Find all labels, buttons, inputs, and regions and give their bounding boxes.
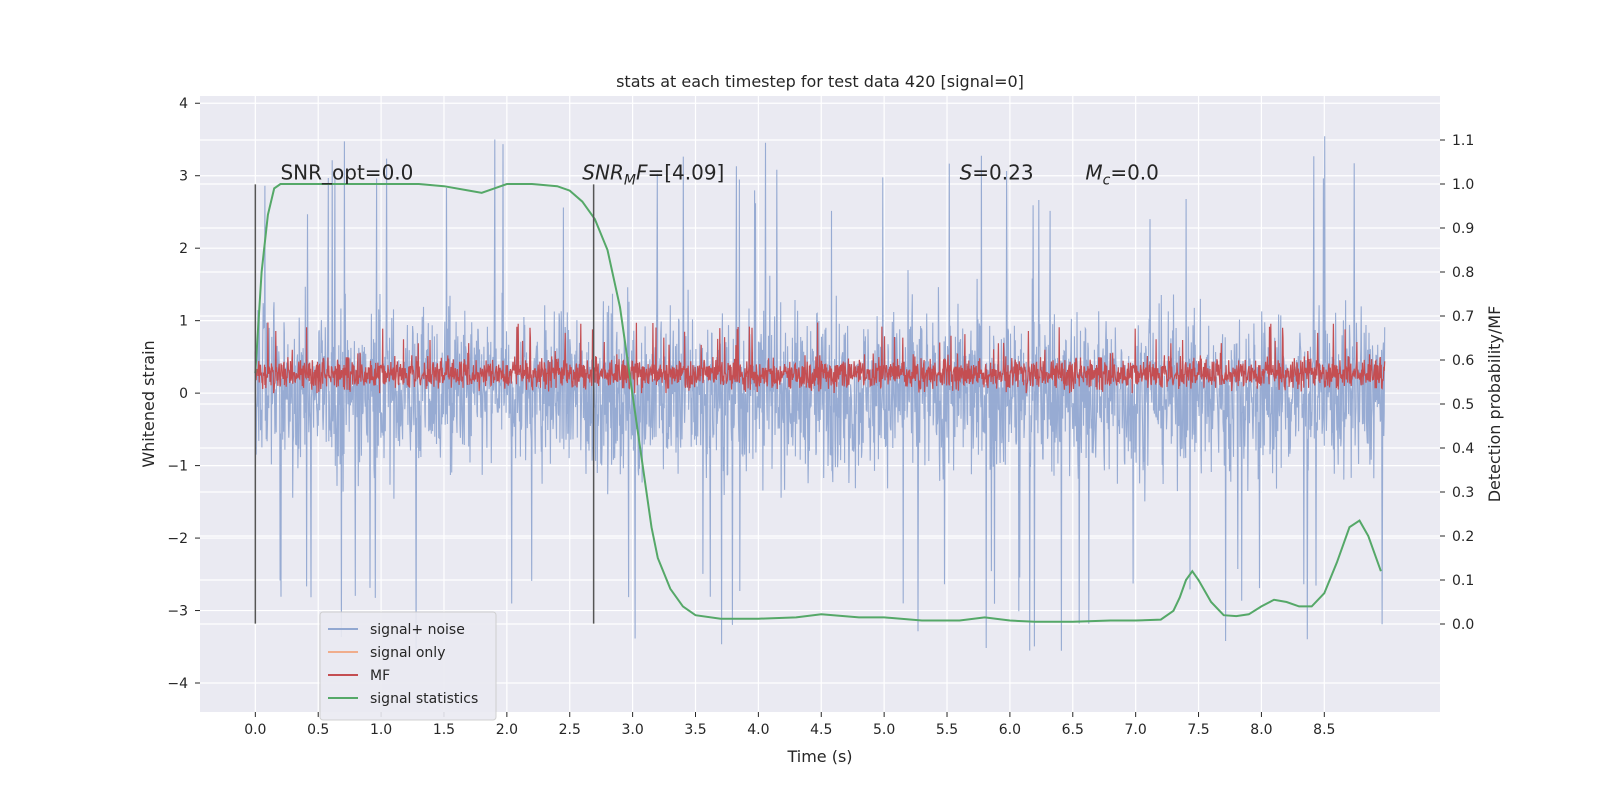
series-layer xyxy=(254,136,1386,651)
chart-title: stats at each timestep for test data 420… xyxy=(616,72,1024,91)
y-right-tick-label: 1.1 xyxy=(1452,133,1474,149)
x-tick-label: 8.0 xyxy=(1250,722,1272,738)
x-tick-label: 4.5 xyxy=(810,722,832,738)
y-right-tick-label: 0.1 xyxy=(1452,573,1474,589)
vertical-lines xyxy=(254,184,595,624)
x-axis-label: Time (s) xyxy=(786,747,852,766)
y-tick-label: 2 xyxy=(179,241,188,257)
grid xyxy=(200,96,1440,712)
y-right-tick-label: 0.0 xyxy=(1452,617,1474,633)
y-right-tick-label: 0.7 xyxy=(1452,309,1474,325)
legend-entry: signal statistics xyxy=(370,691,478,707)
y-tick-label: −2 xyxy=(167,531,188,547)
legend-entry: signal only xyxy=(370,645,445,661)
x-axis: 0.0 0.5 1.0 1.5 2.0 2.5 3.0 3.5 4.0 4.5 5.0 5.5 6.0 6… xyxy=(244,712,1335,738)
y-tick-label: 0 xyxy=(179,386,188,402)
x-tick-label: 0.0 xyxy=(244,722,266,738)
y-tick-label: −1 xyxy=(167,459,188,475)
x-tick-label: 7.5 xyxy=(1187,722,1209,738)
y-tick-label: 1 xyxy=(179,314,188,330)
x-tick-label: 7.0 xyxy=(1125,722,1147,738)
x-tick-label: 8.5 xyxy=(1313,722,1335,738)
series-line-3 xyxy=(254,183,1382,623)
y-right-tick-label: 0.2 xyxy=(1452,529,1474,545)
x-tick-label: 2.0 xyxy=(496,722,518,738)
legend-entry: signal+ noise xyxy=(370,622,465,638)
y-tick-label: −3 xyxy=(167,604,188,620)
annotation-1: SNRMF=[4.09] xyxy=(582,160,724,188)
x-tick-label: 5.0 xyxy=(873,722,895,738)
legend: signal+ noise signal only MF signal statist… xyxy=(319,611,497,721)
annotation-0: SNR_opt=0.0 xyxy=(280,160,413,184)
x-tick-label: 2.5 xyxy=(559,722,581,738)
y-right-tick-label: 0.6 xyxy=(1452,353,1474,369)
series-line-0 xyxy=(254,136,1386,651)
y-tick-label: −4 xyxy=(167,676,188,692)
x-tick-label: 5.5 xyxy=(936,722,958,738)
x-tick-label: 0.5 xyxy=(307,722,329,738)
y-axis-left: −4 −3 −2 −1 0 1 2 3 4 xyxy=(167,96,200,692)
annotations: SNR_opt=0.0 SNRMF=[4.09] S=0.23 Mc=0.0 xyxy=(280,160,1158,188)
legend-box xyxy=(319,611,497,721)
x-tick-label: 4.0 xyxy=(747,722,769,738)
annotation-2: S=0.23 xyxy=(960,160,1034,184)
y-right-tick-label: 0.4 xyxy=(1452,441,1474,457)
y-tick-label: 3 xyxy=(179,169,188,185)
x-tick-label: 3.5 xyxy=(684,722,706,738)
series-line-2 xyxy=(254,322,1386,394)
x-tick-label: 1.0 xyxy=(370,722,392,738)
annotation-3: Mc=0.0 xyxy=(1085,160,1159,188)
legend-entry: MF xyxy=(370,668,390,684)
y-right-tick-label: 0.9 xyxy=(1452,221,1474,237)
y-right-tick-label: 0.8 xyxy=(1452,265,1474,281)
x-tick-label: 3.0 xyxy=(621,722,643,738)
y-right-tick-label: 1.0 xyxy=(1452,177,1474,193)
x-tick-label: 6.0 xyxy=(999,722,1021,738)
x-tick-label: 1.5 xyxy=(433,722,455,738)
y-axis-label-right: Detection probability/MF xyxy=(1485,306,1504,503)
y-axis-right: 0.0 0.1 0.2 0.3 0.4 0.5 0.6 0.7 0.8 0.9 1.0 1.1 xyxy=(1440,133,1474,633)
y-axis-label: Whitened strain xyxy=(139,340,158,467)
y-right-tick-label: 0.3 xyxy=(1452,485,1474,501)
x-tick-label: 6.5 xyxy=(1062,722,1084,738)
y-right-tick-label: 0.5 xyxy=(1452,397,1474,413)
y-tick-label: 4 xyxy=(179,96,188,112)
